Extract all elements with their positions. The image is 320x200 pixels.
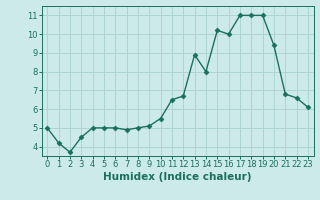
X-axis label: Humidex (Indice chaleur): Humidex (Indice chaleur) xyxy=(103,172,252,182)
